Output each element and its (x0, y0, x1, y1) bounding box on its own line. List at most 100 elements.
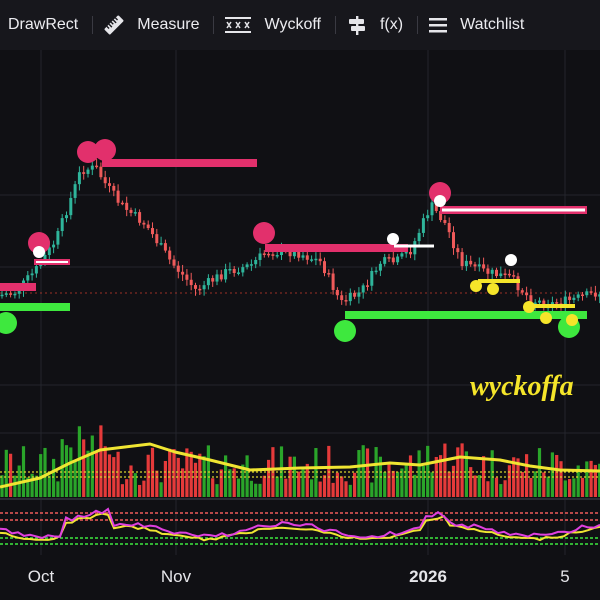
candle-body (439, 211, 443, 221)
volume-bar (477, 475, 481, 497)
candle-body (17, 290, 21, 294)
candle-body (202, 285, 206, 290)
candle-body (194, 285, 197, 289)
candle-body (555, 302, 559, 304)
candle-body (538, 300, 541, 303)
candle-body (120, 202, 124, 205)
candle-body (138, 212, 142, 223)
candle-body (568, 296, 572, 300)
candle-body (396, 256, 400, 263)
candle-body (245, 264, 249, 268)
candle-body (314, 258, 318, 261)
candle-body (77, 172, 81, 185)
chart-area[interactable]: wyckoffa Oct Nov 2026 5 (0, 50, 600, 600)
candle-body (254, 259, 258, 265)
candle-body (447, 222, 451, 233)
candle-body (232, 268, 236, 274)
candle-body (387, 257, 391, 259)
candle-body (585, 291, 589, 296)
candle-body (95, 165, 99, 168)
candle-body (456, 248, 460, 253)
volume-bar (301, 469, 305, 497)
candle-body (460, 252, 464, 267)
volume-bar (284, 478, 288, 497)
volume-bar (116, 451, 120, 497)
candle-body (211, 278, 215, 282)
pivot-marker (470, 280, 482, 292)
volume-bar (568, 479, 572, 497)
candle-body (292, 249, 296, 257)
candle-body (486, 268, 490, 274)
wyckoff-button[interactable]: Wyckoff (216, 0, 332, 50)
wyckoff-label: Wyckoff (264, 16, 321, 33)
candle-body (219, 274, 223, 280)
x-axis-label: 5 (560, 567, 569, 586)
toolbar-divider (334, 16, 336, 34)
volume-bar (559, 461, 563, 497)
candle-body (366, 285, 369, 287)
volume-bar (168, 448, 172, 497)
candle-body (353, 292, 357, 297)
candle-body (163, 243, 167, 251)
candle-body (146, 224, 150, 229)
candle-body (34, 266, 38, 274)
volume-bar (181, 468, 185, 497)
function-button[interactable]: f(x) (338, 0, 415, 50)
pivot-marker (487, 283, 499, 295)
candle-body (86, 169, 90, 174)
candle-body (258, 253, 262, 260)
draw-rect-button[interactable]: DrawRect (0, 0, 90, 50)
measure-button[interactable]: Measure (95, 0, 211, 50)
candle-body (103, 177, 107, 184)
volume-bar (228, 469, 232, 497)
volume-bar (499, 484, 503, 497)
volume-bar (598, 463, 600, 497)
volume-bar (47, 475, 51, 497)
candle-body (116, 190, 120, 203)
volume-bar (555, 454, 559, 497)
candle-body (452, 232, 455, 249)
volume-bar (361, 445, 365, 497)
candle-body (151, 228, 154, 235)
candle-body (430, 202, 434, 216)
volume-bar (224, 455, 228, 497)
candle-body (516, 276, 520, 291)
watchlist-button[interactable]: Watchlist (420, 0, 536, 50)
volume-bar (189, 451, 193, 497)
candle-body (108, 183, 111, 186)
volume-bar (542, 472, 546, 497)
volume-bar (159, 482, 163, 497)
watermark-text: wyckoffa (470, 371, 574, 402)
candle-body (112, 185, 116, 191)
candle-body (73, 184, 77, 198)
volume-bar (163, 460, 167, 497)
candle-body (305, 255, 309, 260)
volume-bar (580, 477, 585, 497)
candle-body (477, 264, 481, 267)
volume-bar (365, 448, 370, 497)
candle-body (310, 259, 314, 261)
volume-bar (9, 453, 13, 497)
candle-body (90, 165, 94, 170)
candle-body (400, 253, 404, 257)
volume-bar (236, 478, 241, 497)
volume-bar (357, 450, 361, 497)
candle-body (47, 247, 51, 256)
volume-bar (292, 456, 296, 497)
candle-body (297, 249, 301, 258)
pivot-marker (523, 301, 535, 313)
volume-bar (486, 481, 490, 497)
volume-bar (56, 481, 60, 497)
toolbar: DrawRect Measure Wyckoff f(x) Watchlist (0, 0, 600, 50)
volume-bar (340, 476, 344, 497)
volume-bar (206, 445, 210, 497)
candle-body (490, 269, 494, 274)
volume-bar (400, 468, 404, 497)
candle-body (9, 293, 13, 295)
candle-body (26, 275, 30, 281)
candle-body (507, 273, 511, 276)
oscillator-slow-line (0, 512, 600, 542)
candle-body (357, 292, 361, 297)
volume-bar (77, 426, 81, 497)
function-icon (346, 14, 368, 36)
